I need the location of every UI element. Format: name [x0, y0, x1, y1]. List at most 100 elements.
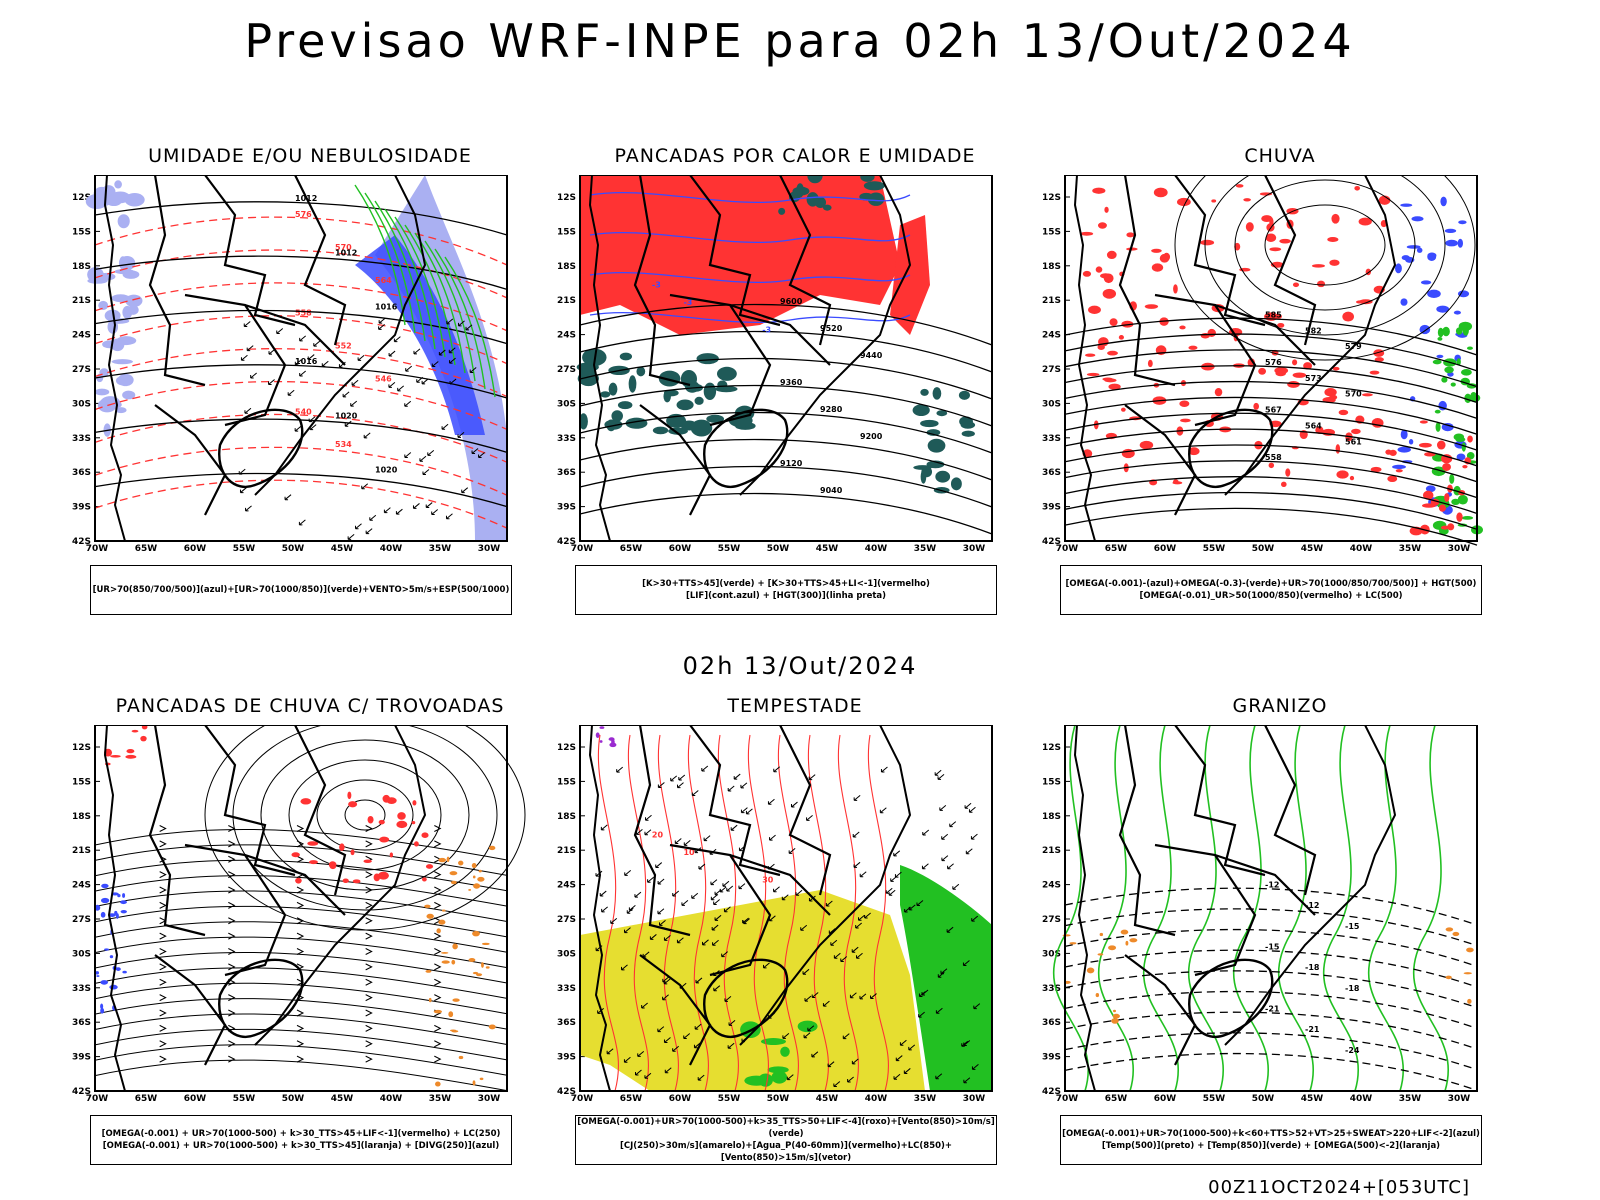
- lon-tick-label: 70W: [1056, 1094, 1079, 1104]
- flow-arrow: [434, 1055, 442, 1063]
- wind-vector: [935, 1073, 943, 1080]
- contour-line: [94, 315, 508, 365]
- shaded-cell: [1324, 387, 1337, 397]
- legend-box: [OMEGA(-0.001)+UR>70(1000-500)+k>35_TTS>…: [575, 1115, 997, 1165]
- country-border: [244, 853, 346, 916]
- shaded-cell: [100, 980, 108, 985]
- wind-vector: [677, 782, 684, 789]
- lat-tick-label: 15S: [72, 777, 91, 787]
- lat-tick-label: 36S: [1042, 1018, 1061, 1028]
- wind-vector: [284, 494, 292, 501]
- shaded-cell: [1336, 470, 1349, 479]
- shaded-cell: [1151, 248, 1162, 253]
- shaded-cell: [378, 819, 385, 825]
- shaded-cell: [1258, 367, 1267, 375]
- lat-tick-label: 39S: [1042, 1053, 1061, 1063]
- storm-orange: [424, 845, 496, 1087]
- country-border: [1118, 175, 1176, 387]
- wind-vector: [937, 971, 945, 978]
- lat-tick-label: 30S: [1042, 399, 1061, 409]
- shaded-cell: [1461, 442, 1466, 452]
- map-value-label: -3: [652, 280, 661, 289]
- wind-vector: [888, 889, 896, 896]
- wind-vector: [634, 891, 642, 898]
- shaded-cell: [433, 1009, 442, 1014]
- contour-label: 576: [1265, 358, 1282, 367]
- shaded-cell: [1188, 447, 1200, 456]
- lon-tick-label: 60W: [1154, 544, 1177, 554]
- shaded-cell: [117, 893, 121, 898]
- wind-vector: [383, 507, 391, 514]
- temp-850-line: [1322, 725, 1360, 1092]
- shaded-cell: [468, 888, 472, 891]
- shaded-cell: [1400, 429, 1408, 440]
- wind-vector: [903, 1068, 911, 1074]
- shaded-cell: [1265, 233, 1277, 243]
- streamline: [94, 951, 508, 984]
- wind-vector: [465, 324, 473, 331]
- shaded-cell: [1062, 934, 1071, 937]
- lat-tick-label: 15S: [557, 777, 576, 787]
- shaded-cell: [1315, 426, 1324, 434]
- thickness-contours: 576 570 564 558 552 546 540 534: [94, 210, 508, 529]
- shaded-cell: [117, 214, 130, 229]
- shaded-cell: [1243, 198, 1251, 202]
- shaded-cell: [1419, 420, 1428, 424]
- streamline: [94, 905, 508, 938]
- wind-vector: [478, 452, 485, 459]
- shaded-cell: [425, 864, 434, 869]
- legend-line: [K>30+TTS>45](verde) + [K>30+TTS>45+LI<-…: [642, 579, 930, 589]
- coastline-west: [588, 725, 611, 1092]
- temp-850-line: [1097, 725, 1135, 1092]
- wind-vector: [298, 519, 306, 526]
- shaded-cell: [958, 390, 970, 400]
- flow-arrow: [228, 994, 236, 1002]
- shaded-cell: [386, 797, 397, 805]
- wind-vector: [244, 407, 252, 414]
- wind-vector: [610, 917, 618, 924]
- wind-vector: [276, 328, 284, 335]
- shaded-cell: [1457, 238, 1464, 248]
- shaded-cell: [472, 1080, 476, 1086]
- shaded-cell: [122, 270, 140, 279]
- country-border: [669, 293, 772, 427]
- shaded-cell: [1456, 358, 1461, 366]
- wind-vector: [853, 795, 861, 801]
- humidity-contour: [374, 200, 426, 342]
- wind-vector: [361, 483, 369, 490]
- wind-vector: [740, 807, 748, 814]
- map-value-label: -3: [762, 325, 771, 334]
- lat-tick-label: 42S: [557, 1087, 576, 1097]
- wind-vector: [973, 1003, 981, 1010]
- shaded-cell: [1335, 444, 1341, 454]
- plot-border: [1064, 175, 1478, 542]
- wind-vector: [672, 890, 680, 897]
- shaded-cell: [1444, 366, 1454, 374]
- shaded-cell: [1086, 967, 1095, 974]
- flow-arrow: [365, 1040, 373, 1048]
- shaded-cell: [1452, 931, 1460, 937]
- wind-vector: [890, 876, 898, 882]
- shaded-cell: [352, 879, 361, 884]
- wind-vector: [397, 385, 405, 392]
- water-contour: [627, 734, 649, 1092]
- legend-box: [OMEGA(-0.001)-(azul)+OMEGA(-0.3)-(verde…: [1060, 565, 1482, 615]
- shaded-cell: [1436, 440, 1446, 450]
- shaded-cell: [1097, 953, 1104, 956]
- lat-tick-label: 39S: [72, 1053, 91, 1063]
- shaded-cell: [595, 732, 600, 738]
- wind-vector: [344, 420, 352, 427]
- shaded-cell: [1445, 975, 1452, 980]
- wind-vector: [657, 1026, 665, 1033]
- wind-vector: [971, 915, 979, 922]
- shaded-cell: [1332, 366, 1340, 371]
- wind-vector: [378, 323, 385, 330]
- flow-arrow: [434, 932, 442, 940]
- lat-tick-label: 21S: [72, 846, 91, 856]
- wind-vector: [941, 855, 949, 862]
- wind-vector: [786, 1074, 794, 1081]
- wind-vector: [644, 1072, 652, 1079]
- shaded-cell: [600, 391, 611, 398]
- shaded-cell: [141, 725, 148, 730]
- country-border: [204, 175, 296, 327]
